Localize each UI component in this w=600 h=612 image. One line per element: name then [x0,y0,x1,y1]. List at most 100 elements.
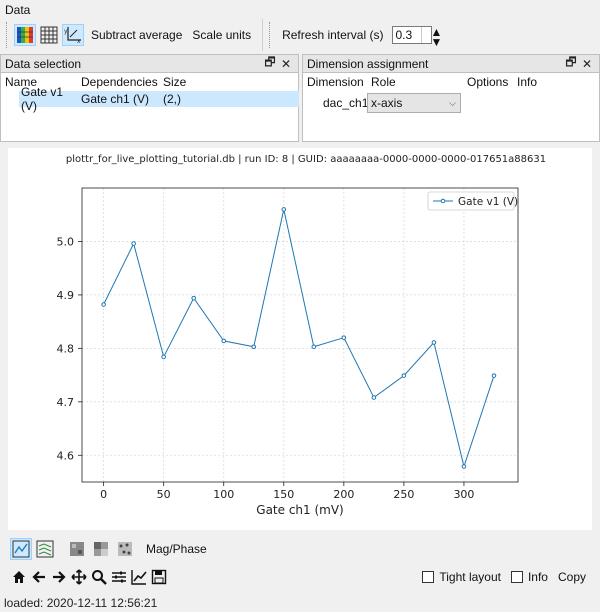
grid-plot-icon[interactable] [38,24,60,46]
dimension-name: dac_ch1 [323,96,369,110]
dimension-row[interactable]: dac_ch1 x-axis ⌵ [303,92,599,114]
spin-up-icon[interactable]: ▲ [430,25,443,39]
x-tick-label: 50 [157,488,171,501]
data-point [161,354,166,360]
scatter-plot-icon[interactable] [114,538,136,560]
dimension-assignment-header: Dimension Role Options Info [303,73,599,91]
data-point [251,344,257,350]
forward-icon[interactable] [50,568,68,586]
y-tick-label: 4.6 [57,449,75,462]
dimension-assignment-title: Dimension assignment [307,56,429,71]
spin-arrows[interactable]: ▲ ▼ [421,26,442,48]
refresh-interval-spinbox[interactable]: 0.3 ▲ ▼ [392,26,442,48]
toolbar-handle[interactable] [269,22,273,48]
nav-right-controls: Tight layout Info Copy [412,565,586,589]
close-icon[interactable]: ✕ [280,56,292,71]
data-point [191,295,197,301]
column-header-options[interactable]: Options [467,75,509,89]
data-point [101,302,106,307]
zoom-icon[interactable] [90,568,108,586]
multi-trace-icon[interactable] [34,538,56,560]
plot-panel[interactable]: plottr_for_live_plotting_tutorial.db | r… [8,148,592,530]
data-point [431,340,437,345]
chevron-down-icon: ⌵ [449,97,456,108]
series-line [103,209,495,469]
x-tick-label: 250 [393,488,414,501]
data-point [461,464,467,469]
tight-layout-label: Tight layout [439,570,501,584]
data-point [491,373,497,378]
row-name: Gate v1 (V) [21,85,64,113]
line-chart[interactable]: plottr_for_live_plotting_tutorial.db | r… [8,148,592,530]
info-label: Info [527,570,548,584]
copy-button[interactable]: Copy [558,570,586,584]
x-tick-label: 200 [333,488,354,501]
pan-icon[interactable] [70,568,88,586]
subplots-config-icon[interactable] [110,568,128,586]
data-selection-panel: Data selection 🗗 ✕ Name Dependencies Siz… [0,54,299,142]
legend-box [427,191,515,211]
save-icon[interactable] [150,568,168,586]
x-axis-label: Gate ch1 (mV) [256,503,343,517]
close-icon[interactable]: ✕ [581,56,593,71]
navigation-toolbar: Tight layout Info Copy [0,565,600,589]
column-header-size[interactable]: Size [163,75,187,89]
x-tick-label: 300 [453,488,474,501]
float-icon[interactable]: 🗗 [264,55,276,69]
y-tick-label: 4.8 [57,342,75,355]
row-size: (2,) [163,92,181,106]
role-dropdown[interactable]: x-axis ⌵ [367,93,461,113]
image-plot-icon[interactable] [66,538,88,560]
menubar: Data [0,0,600,20]
subtract-average-button[interactable]: Subtract average [91,28,183,42]
axes-edit-icon[interactable] [130,568,148,586]
column-header-dependencies[interactable]: Dependencies [81,75,158,89]
main-toolbar: y x Subtract average Scale units Refresh… [0,18,600,52]
data-point [281,207,287,212]
dimension-assignment-titlebar: Dimension assignment 🗗 ✕ [303,55,599,73]
info-check-box[interactable] [510,571,523,583]
dimension-assignment-panel: Dimension assignment 🗗 ✕ Dimension Role … [302,54,600,142]
refresh-interval-value[interactable]: 0.3 [395,28,413,42]
tight-layout-checkbox[interactable]: Tight layout [422,570,501,584]
column-header-role[interactable]: Role [371,75,396,89]
spin-down-icon[interactable]: ▼ [430,35,443,49]
plot-type-toolbar: Mag/Phase [0,535,600,563]
home-icon[interactable] [10,568,28,586]
mag-phase-button[interactable]: Mag/Phase [146,542,207,556]
chart-title: plottr_for_live_plotting_tutorial.db | r… [66,154,546,165]
x-tick-label: 150 [273,488,294,501]
x-tick-label: 100 [213,488,234,501]
float-icon[interactable]: 🗗 [565,55,577,69]
column-header-dimension[interactable]: Dimension [307,75,364,89]
data-point [341,335,347,340]
info-checkbox[interactable]: Info [510,570,548,584]
data-point [221,338,227,344]
column-header-name[interactable]: Name [5,75,38,89]
refresh-group: Refresh interval (s) 0.3 ▲ ▼ [263,19,442,51]
mesh-plot-icon[interactable] [90,538,112,560]
copy-label[interactable]: Copy [557,570,586,584]
data-selection-row[interactable]: Gate v1 (V) Gate ch1 (V) (2,) [19,85,299,113]
legend-marker [440,198,446,204]
y-tick-label: 4.9 [57,289,75,302]
tight-layout-check-box[interactable] [422,571,435,583]
line-plot-icon[interactable] [10,538,32,560]
y-tick-label: 5.0 [57,235,75,248]
role-dropdown-value: x-axis [371,96,403,110]
toolbar-handle[interactable] [6,22,10,48]
column-header-info[interactable]: Info [517,75,538,89]
status-bar: loaded: 2020-12-11 12:56:21 [0,594,600,612]
xy-axes-icon[interactable]: y x [62,24,84,46]
svg-text:y: y [64,28,68,35]
row-dependencies: Gate ch1 (V) [81,92,150,106]
legend-label: Gate v1 (V) [458,196,518,208]
color-plot-icon[interactable] [14,24,36,46]
data-selection-titlebar: Data selection 🗗 ✕ [1,55,298,73]
back-icon[interactable] [30,568,48,586]
menu-data[interactable]: Data [5,3,31,17]
data-selection-header: Name Dependencies Size [1,73,298,91]
scale-units-button[interactable]: Scale units [192,28,252,42]
svg-text:x: x [77,38,81,44]
plot-options-group: y x Subtract average Scale units [0,19,264,51]
